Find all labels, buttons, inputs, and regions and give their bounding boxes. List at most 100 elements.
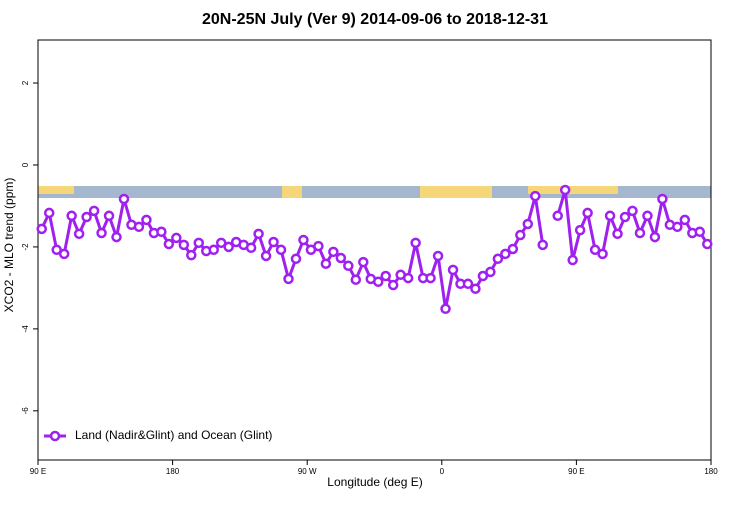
data-point xyxy=(634,227,646,239)
data-point xyxy=(208,244,219,256)
series-line xyxy=(40,189,709,310)
x-tick-label: 90 E xyxy=(568,467,584,476)
data-point xyxy=(492,253,504,265)
y-tick-label: -2 xyxy=(21,243,30,251)
data-point xyxy=(537,239,548,251)
data-point xyxy=(597,248,608,260)
data-point xyxy=(387,279,399,291)
data-point xyxy=(171,232,182,244)
data-point xyxy=(612,228,623,240)
data-point xyxy=(298,234,309,246)
map-land xyxy=(282,186,302,198)
data-point xyxy=(604,210,616,222)
y-axis-label: XCO2 - MLO trend (ppm) xyxy=(2,178,16,313)
data-point xyxy=(290,253,302,265)
data-point xyxy=(36,223,47,235)
data-point xyxy=(141,214,152,226)
y-tick-label: -4 xyxy=(21,325,30,333)
x-axis-label: Longitude (deg E) xyxy=(327,475,422,489)
y-tick-label: -6 xyxy=(21,407,30,415)
data-point xyxy=(642,210,653,222)
data-point xyxy=(657,193,668,205)
data-point xyxy=(559,184,571,196)
x-tick-label: 90 W xyxy=(298,467,317,476)
data-point xyxy=(253,228,264,240)
legend-marker xyxy=(49,430,61,442)
data-point xyxy=(440,303,451,315)
data-point xyxy=(88,205,100,217)
y-tick-label: 2 xyxy=(21,80,30,85)
data-point xyxy=(313,240,324,252)
data-point xyxy=(358,256,369,268)
data-point xyxy=(178,239,190,251)
data-point xyxy=(275,244,287,256)
data-point xyxy=(81,211,92,223)
data-point xyxy=(66,210,77,222)
data-point xyxy=(103,210,115,222)
data-point xyxy=(649,231,661,243)
data-point xyxy=(507,243,519,255)
data-point xyxy=(268,236,279,248)
data-point xyxy=(425,272,436,284)
map-land xyxy=(420,186,492,198)
data-point xyxy=(672,221,683,233)
data-point xyxy=(702,238,713,250)
data-point xyxy=(500,248,511,260)
x-tick-label: 0 xyxy=(440,467,445,476)
data-point xyxy=(73,228,85,240)
data-point xyxy=(380,270,391,282)
data-point xyxy=(477,270,489,282)
data-point xyxy=(567,254,578,266)
data-point xyxy=(522,218,534,230)
data-point xyxy=(447,264,459,276)
data-point xyxy=(619,211,631,223)
data-point xyxy=(186,249,197,261)
data-point xyxy=(283,273,294,285)
data-point xyxy=(133,221,145,233)
data-point xyxy=(574,224,586,236)
data-point xyxy=(156,226,167,238)
data-point xyxy=(58,248,70,260)
map-land xyxy=(38,186,74,194)
data-point xyxy=(245,242,257,253)
data-point xyxy=(372,276,384,288)
data-point xyxy=(679,214,691,226)
x-tick-label: 90 E xyxy=(30,467,46,476)
data-point xyxy=(582,207,593,219)
chart-title: 20N-25N July (Ver 9) 2014-09-06 to 2018-… xyxy=(202,11,548,28)
data-point xyxy=(320,258,332,269)
data-point xyxy=(328,246,339,258)
data-point xyxy=(111,231,122,243)
data-point xyxy=(485,266,496,278)
data-point xyxy=(530,190,541,202)
legend-label: Land (Nadir&Glint) and Ocean (Glint) xyxy=(75,428,272,442)
data-point xyxy=(552,210,563,222)
data-point xyxy=(96,227,107,239)
data-point xyxy=(343,260,354,272)
data-point xyxy=(350,274,362,285)
data-point xyxy=(260,250,272,262)
y-tick-label: 0 xyxy=(21,162,30,167)
data-point xyxy=(462,278,474,290)
data-point xyxy=(515,229,526,241)
plot-frame xyxy=(37,39,712,461)
data-point xyxy=(627,205,638,217)
map-strip xyxy=(38,186,711,198)
data-point xyxy=(470,283,481,294)
data-point xyxy=(223,241,234,253)
data-point xyxy=(215,237,227,249)
data-point xyxy=(335,252,347,264)
data-point xyxy=(163,238,175,250)
data-point xyxy=(402,272,414,284)
x-tick-label: 180 xyxy=(166,467,180,476)
data-point xyxy=(410,237,421,249)
data-point xyxy=(589,244,601,256)
data-point xyxy=(43,207,55,219)
data-point xyxy=(118,193,130,205)
data-point xyxy=(51,244,62,256)
x-tick-label: 180 xyxy=(704,467,718,476)
data-point xyxy=(193,237,205,249)
data-point xyxy=(432,250,444,262)
map-land xyxy=(528,186,618,194)
